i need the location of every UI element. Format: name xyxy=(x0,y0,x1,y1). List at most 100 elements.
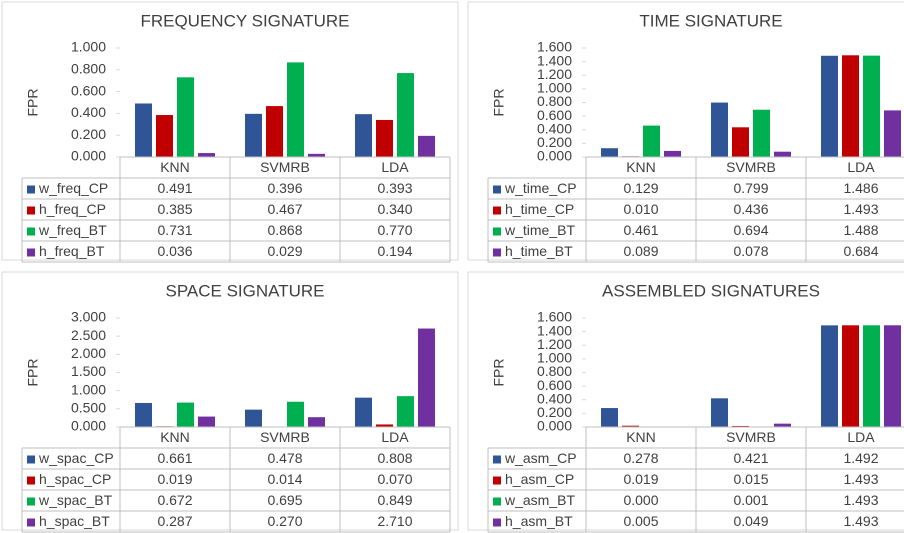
bar xyxy=(397,73,414,157)
table-value: 0.436 xyxy=(733,201,768,217)
y-tick-label: 1.400 xyxy=(537,52,572,68)
legend-label: w_spac_CP xyxy=(38,450,114,466)
table-value: 0.661 xyxy=(157,450,192,466)
y-tick-label: 0.200 xyxy=(537,134,572,150)
bar xyxy=(156,115,173,157)
y-axis-label: FPR xyxy=(25,89,41,117)
table-value: 0.731 xyxy=(157,222,192,238)
table-value: 0.005 xyxy=(623,513,658,529)
bar xyxy=(287,401,304,427)
table-value: 0.491 xyxy=(157,180,192,196)
y-axis-label: FPR xyxy=(491,89,507,117)
chart-panel: SPACE SIGNATURE FPR 0.000 0.500 1.000 1.500 2.… xyxy=(1,271,459,533)
table-value: 0.672 xyxy=(157,492,192,508)
legend-label: w_time_BT xyxy=(504,222,575,238)
table-value: 0.799 xyxy=(733,180,768,196)
table-value: 0.078 xyxy=(733,243,768,259)
chart-title: TIME SIGNATURE xyxy=(639,11,782,30)
table-value: 0.421 xyxy=(733,450,768,466)
legend-key xyxy=(27,476,35,485)
bar xyxy=(266,106,283,157)
table-value: 0.684 xyxy=(843,243,878,259)
table-value: 0.868 xyxy=(267,222,302,238)
table-value: 1.493 xyxy=(843,471,878,487)
bar xyxy=(863,325,880,427)
y-axis-label: FPR xyxy=(491,359,507,387)
legend-label: h_freq_BT xyxy=(39,243,105,259)
table-value: 1.493 xyxy=(843,513,878,529)
bar xyxy=(774,423,791,427)
y-tick-label: 1.000 xyxy=(537,80,572,96)
legend-key xyxy=(493,227,501,236)
legend-key xyxy=(493,206,501,215)
table-value: 0.478 xyxy=(267,450,302,466)
table-value: 0.694 xyxy=(733,222,768,238)
bar xyxy=(418,135,435,157)
bar xyxy=(601,148,618,157)
y-tick-label: 2.000 xyxy=(71,345,106,361)
table-value: 1.493 xyxy=(843,201,878,217)
table-value: 1.486 xyxy=(843,180,878,196)
table-value: 0.849 xyxy=(377,492,412,508)
bar xyxy=(135,103,152,157)
bar xyxy=(842,325,859,427)
bar xyxy=(397,396,414,427)
x-tick-label: SVMRB xyxy=(260,159,310,175)
legend-key xyxy=(27,518,35,527)
table-value: 0.001 xyxy=(733,492,768,508)
y-tick-label: 0.500 xyxy=(71,400,106,416)
x-tick-label: LDA xyxy=(381,159,409,175)
table-value: 0.029 xyxy=(267,243,302,259)
bar xyxy=(308,417,325,427)
table-value: 0.014 xyxy=(267,471,302,487)
legend-label: h_time_BT xyxy=(505,243,573,259)
legend-key xyxy=(493,248,501,257)
y-axis-label: FPR xyxy=(25,359,41,387)
legend-key xyxy=(493,518,501,527)
chart-title: SPACE SIGNATURE xyxy=(165,281,324,300)
y-tick-label: 1.400 xyxy=(537,322,572,338)
legend-label: h_spac_CP xyxy=(39,471,111,487)
bar xyxy=(774,151,791,157)
table-value: 0.000 xyxy=(623,492,658,508)
x-tick-label: LDA xyxy=(381,429,409,445)
legend-key xyxy=(27,206,35,215)
legend-key xyxy=(27,248,35,257)
bar xyxy=(245,113,262,157)
bar xyxy=(376,424,393,427)
legend-label: h_time_CP xyxy=(505,201,574,217)
legend-label: h_spac_BT xyxy=(39,513,110,529)
bar xyxy=(711,398,728,427)
table-value: 0.049 xyxy=(733,513,768,529)
bar xyxy=(135,402,152,427)
y-tick-label: 0.400 xyxy=(537,390,572,406)
table-value: 0.019 xyxy=(157,471,192,487)
y-tick-label: 0.200 xyxy=(71,126,106,142)
table-value: 0.396 xyxy=(267,180,302,196)
table-value: 0.270 xyxy=(267,513,302,529)
legend-label: h_freq_CP xyxy=(39,201,106,217)
bar xyxy=(732,127,749,157)
bar xyxy=(355,397,372,427)
y-tick-label: 0.800 xyxy=(537,363,572,379)
y-tick-label: 1.200 xyxy=(537,336,572,352)
table-value: 0.461 xyxy=(623,222,658,238)
x-tick-label: KNN xyxy=(160,159,190,175)
chart-title: ASSEMBLED SIGNATURES xyxy=(602,281,820,300)
table-value: 0.695 xyxy=(267,492,302,508)
bar xyxy=(753,109,770,157)
y-tick-label: 0.400 xyxy=(537,120,572,136)
table-value: 0.194 xyxy=(377,243,412,259)
x-tick-label: LDA xyxy=(847,159,875,175)
x-tick-label: SVMRB xyxy=(726,429,776,445)
table-value: 1.488 xyxy=(843,222,878,238)
table-value: 0.089 xyxy=(623,243,658,259)
table-value: 0.287 xyxy=(157,513,192,529)
bar xyxy=(821,325,838,427)
bar xyxy=(601,408,618,427)
table-value: 0.808 xyxy=(377,450,412,466)
bar xyxy=(711,102,728,157)
legend-label: w_freq_BT xyxy=(38,222,107,238)
bar xyxy=(664,150,681,157)
